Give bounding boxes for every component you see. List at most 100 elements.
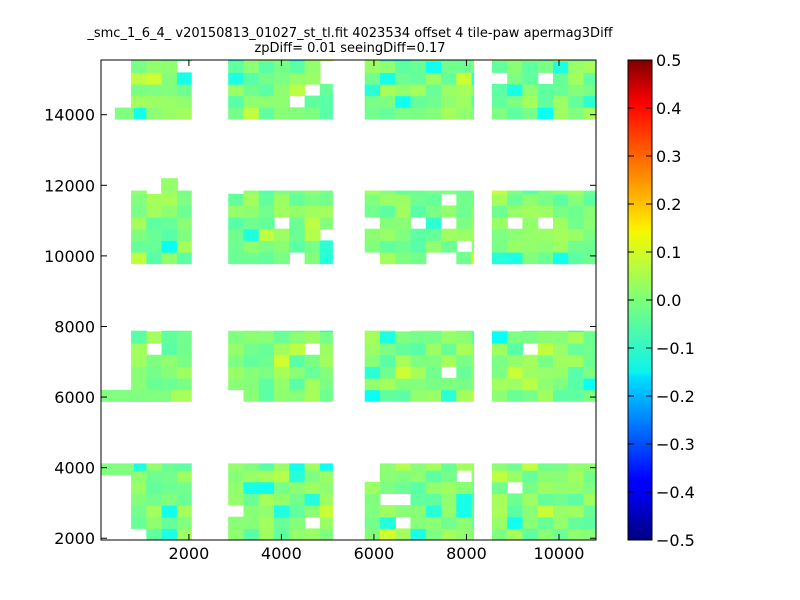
heatmap-cell [258,95,275,108]
heatmap-cell [425,493,442,506]
heatmap-cell [274,228,290,241]
heatmap-cell [161,252,178,265]
heatmap-cell [146,205,163,218]
heatmap-cell [161,84,178,97]
heatmap-cell [553,505,569,518]
heatmap-cell [471,378,475,391]
heatmap-cell [522,193,539,206]
heatmap-cell [537,84,554,97]
heatmap-cell [471,330,475,332]
heatmap-cell [161,190,178,195]
heatmap-cell [304,481,321,494]
heatmap-cell [274,72,290,85]
heatmap-cell [441,389,457,402]
heatmap-cell [491,60,508,62]
heatmap-cell [537,252,554,265]
heatmap-cell [425,505,442,518]
heatmap-cell [146,505,163,518]
heatmap-cell [304,240,321,253]
heatmap-cell [583,389,596,402]
heatmap-cell [176,228,192,241]
heatmap-cell [146,481,163,494]
heatmap-cell [274,331,290,344]
heatmap-cell [131,378,147,391]
heatmap-cell [304,505,321,518]
heatmap-cell [456,331,473,344]
heatmap-cell [410,331,427,344]
heatmap-cell [537,354,554,367]
heatmap-cell [522,330,539,332]
heatmap-cell [410,84,427,97]
heatmap-cell [380,516,396,529]
heatmap-cell [304,60,321,73]
heatmap-cell [537,95,554,108]
heatmap-cell [568,528,585,540]
heatmap-cell [410,330,427,332]
heatmap-cell [274,389,290,402]
heatmap-cell [441,343,457,356]
heatmap-cell [243,84,260,97]
heatmap-cell [258,107,275,120]
heatmap-cell [522,205,539,218]
heatmap-cell [491,60,508,73]
heatmap-cell [319,60,333,62]
y-tick-label: 10000 [44,247,95,266]
heatmap-cell [319,330,333,332]
heatmap-cell [441,481,457,494]
heatmap-cell [491,190,508,195]
heatmap-cell [456,193,473,206]
heatmap-cell [364,505,381,518]
heatmap-cell [537,528,554,540]
heatmap-cell [131,95,147,108]
heatmap-cell [583,228,596,241]
heatmap-cell [364,60,381,62]
heatmap-cell [146,72,163,85]
heatmap-cell [131,60,147,73]
heatmap-cell [176,330,192,332]
heatmap-cell [146,193,163,206]
heatmap-cell [228,528,245,540]
y-tick-label: 12000 [44,176,95,195]
heatmap-cell [289,505,306,518]
heatmap-cell [425,228,442,241]
heatmap-cell [583,205,596,218]
heatmap-cell [537,470,554,483]
heatmap-cell [380,60,396,73]
heatmap-cell [395,228,412,241]
heatmap-cell [553,107,569,120]
heatmap-cell [380,505,396,518]
heatmap-cell [553,481,569,494]
heatmap-cell [491,516,508,529]
heatmap-cell [176,366,192,379]
heatmap-cell [456,330,473,332]
heatmap-cell [471,84,475,97]
heatmap-cell [553,205,569,218]
heatmap-cell [441,205,457,218]
heatmap-cell [441,84,457,97]
heatmap-cell [161,463,178,471]
heatmap-cell [537,493,554,506]
heatmap-cell [289,217,306,230]
colorbar-tick-label: −0.3 [656,435,695,454]
heatmap-cell [176,389,192,402]
heatmap-cell [471,205,475,218]
heatmap-cell [410,95,427,108]
heatmap-cell [522,72,539,85]
heatmap-cell [380,366,396,379]
heatmap-cell [161,331,178,344]
heatmap-cell [583,190,596,195]
heatmap-cell [364,107,381,120]
heatmap-cell [228,240,245,253]
heatmap-cell [258,228,275,241]
heatmap-cell [507,228,524,241]
heatmap-cell [522,528,539,540]
heatmap-cell [491,528,508,540]
heatmap-cell [289,463,306,471]
heatmap-cell [410,72,427,85]
heatmap-cell [304,389,321,402]
heatmap-cell [243,378,260,391]
heatmap-cell [319,516,333,529]
heatmap-cell [319,481,333,494]
heatmap-cell [364,516,381,529]
